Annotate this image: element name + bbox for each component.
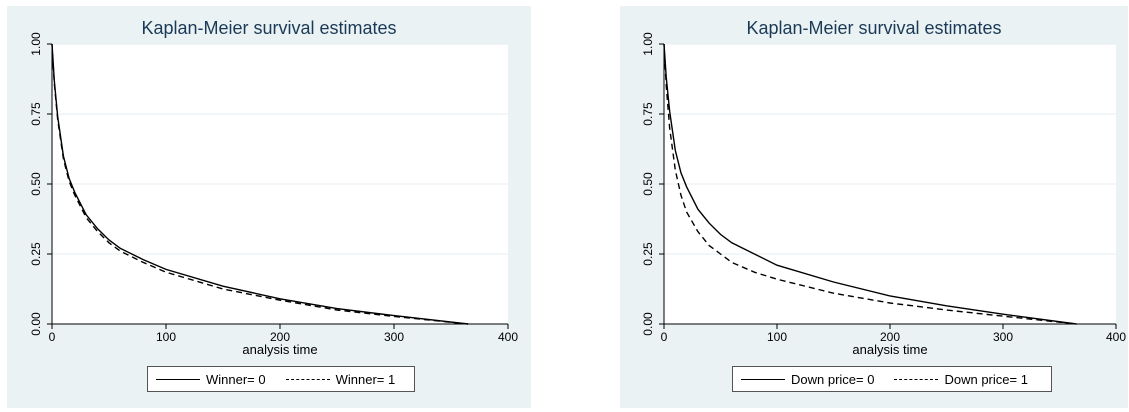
legend-down-price: Down price= 0 Down price= 1 [732, 366, 1052, 392]
y-tick-label: 0.00 [641, 312, 655, 336]
km-chart-panel-winner: Kaplan-Meier survival estimates 0.00 0.25… [7, 6, 531, 408]
x-tick-label: 300 [384, 330, 404, 344]
legend-label: Down price= 1 [944, 372, 1027, 387]
y-tick-label: 0.75 [29, 102, 43, 126]
legend-dashed-line-swatch [894, 379, 938, 380]
x-tick-label: 300 [993, 330, 1013, 344]
y-tick-label: 0.25 [641, 242, 655, 266]
legend-solid-line-swatch [156, 379, 200, 380]
y-tick-label: 0.50 [641, 172, 655, 196]
legend-item-winner-1: Winner= 1 [286, 372, 396, 387]
y-tick-label: 0.50 [29, 172, 43, 196]
km-plot-winner: 0.000.250.500.751.000 100 200 300 400analysi… [7, 6, 531, 408]
x-tick-label: 100 [156, 330, 176, 344]
legend-label: Down price= 0 [791, 372, 874, 387]
x-axis-label: analysis time [242, 342, 317, 357]
y-tick-label: 1.00 [29, 32, 43, 56]
x-tick-label: 100 [767, 330, 787, 344]
y-tick-label: 0.25 [29, 242, 43, 266]
legend-label: Winner= 0 [206, 372, 266, 387]
legend-label: Winner= 1 [336, 372, 396, 387]
x-tick-label: 400 [498, 330, 518, 344]
x-tick-label: 400 [1106, 330, 1126, 344]
y-tick-label: 0.00 [29, 312, 43, 336]
legend-solid-line-swatch [741, 379, 785, 380]
legend-item-winner-0: Winner= 0 [156, 372, 266, 387]
legend-item-down-price-1: Down price= 1 [894, 372, 1027, 387]
x-tick-label: 0 [49, 330, 56, 344]
y-tick-label: 1.00 [641, 32, 655, 56]
legend-winner: Winner= 0 Winner= 1 [147, 366, 415, 392]
y-tick-label: 0.75 [641, 102, 655, 126]
legend-item-down-price-0: Down price= 0 [741, 372, 874, 387]
x-axis-label: analysis time [852, 342, 927, 357]
legend-dashed-line-swatch [286, 379, 330, 380]
x-tick-label: 0 [661, 330, 668, 344]
km-chart-panel-down-price: Kaplan-Meier survival estimates 0.00 0.25… [620, 6, 1128, 408]
km-plot-down-price: 0.000.250.500.751.000 100 200 300 400analysi… [620, 6, 1128, 408]
